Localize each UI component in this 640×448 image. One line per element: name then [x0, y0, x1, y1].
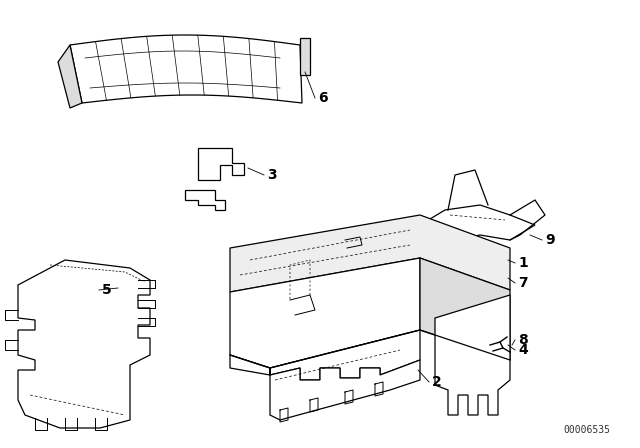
Polygon shape — [18, 260, 150, 428]
Polygon shape — [185, 190, 225, 210]
Polygon shape — [415, 205, 535, 250]
Polygon shape — [300, 38, 310, 75]
Text: 2: 2 — [432, 375, 442, 389]
Polygon shape — [270, 360, 420, 420]
Text: 6: 6 — [318, 91, 328, 105]
Polygon shape — [230, 330, 420, 380]
Text: 00006535: 00006535 — [563, 425, 610, 435]
Text: 4: 4 — [518, 343, 528, 357]
Text: 5: 5 — [102, 283, 112, 297]
Text: 1: 1 — [518, 256, 528, 270]
Polygon shape — [230, 258, 420, 368]
Text: 7: 7 — [518, 276, 527, 290]
Polygon shape — [435, 295, 510, 415]
Polygon shape — [420, 258, 510, 360]
Text: 9: 9 — [545, 233, 555, 247]
Polygon shape — [198, 148, 244, 180]
Polygon shape — [58, 45, 82, 108]
Polygon shape — [230, 215, 510, 292]
Text: 3: 3 — [267, 168, 276, 182]
Text: 8: 8 — [518, 333, 528, 347]
Polygon shape — [70, 35, 302, 103]
